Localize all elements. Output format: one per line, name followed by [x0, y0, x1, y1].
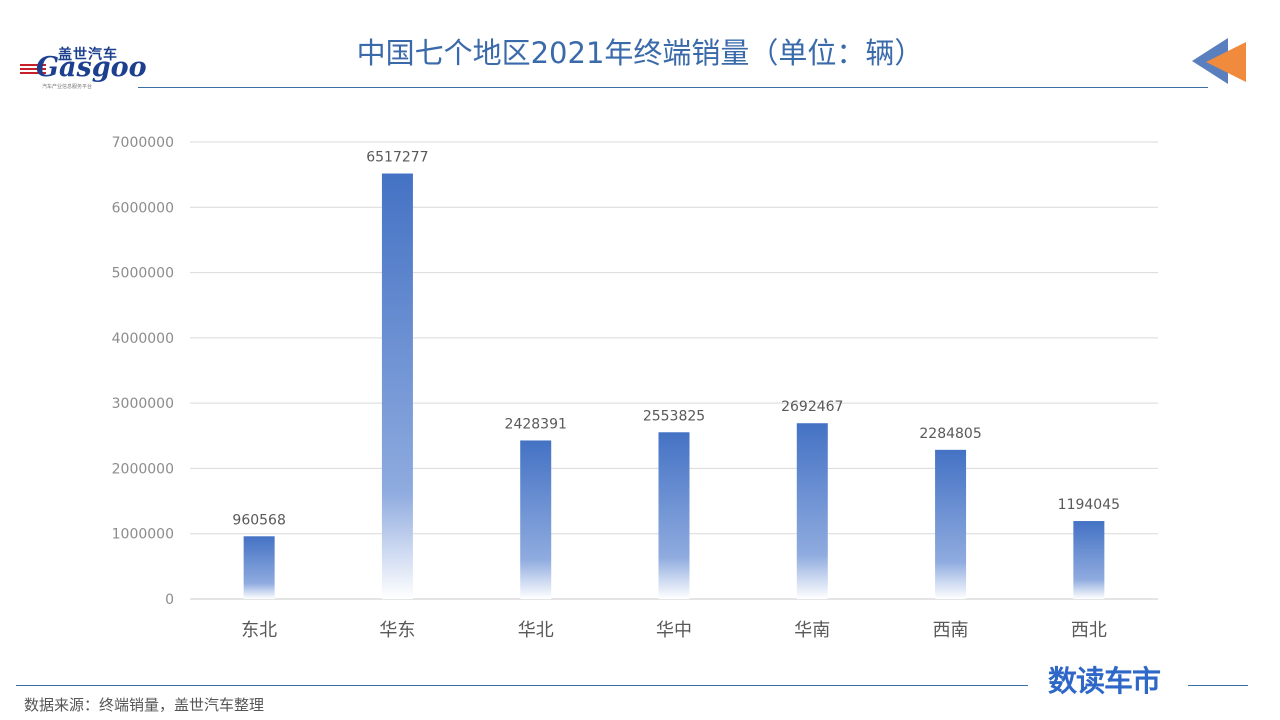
logo-subtitle: 汽车产业信息服务平台	[42, 84, 93, 90]
bar-西南	[935, 449, 967, 599]
corner-arrow-icon	[1192, 38, 1246, 84]
x-tick-label: 华中	[656, 620, 692, 641]
data-labels: 960568 6517277 2428391 2553825 2692467 228480…	[232, 150, 1120, 529]
y-tick-label: 1000000	[112, 527, 174, 543]
data-label: 6517277	[366, 150, 428, 166]
data-label: 2284805	[919, 426, 981, 442]
data-label: 2692467	[781, 399, 843, 415]
y-axis-ticks: 0 1000000 2000000 3000000 4000000 5000000 6000…	[112, 135, 174, 608]
footer-divider-left	[16, 685, 1028, 686]
bar-华中	[658, 432, 690, 599]
brand-logo-text: 数读车市	[1048, 664, 1161, 698]
bar-华北	[520, 440, 552, 599]
bar-西北	[1073, 521, 1105, 599]
x-tick-label: 西南	[933, 620, 969, 641]
x-tick-label: 西北	[1071, 620, 1107, 641]
y-tick-label: 6000000	[112, 200, 174, 216]
x-tick-label: 华北	[518, 620, 554, 641]
footer-divider-right	[1188, 685, 1248, 686]
data-label: 2553825	[643, 408, 705, 424]
y-tick-label: 2000000	[112, 461, 174, 477]
y-tick-label: 0	[165, 592, 174, 608]
y-tick-label: 7000000	[112, 135, 174, 151]
x-tick-label: 华南	[794, 620, 830, 641]
gasgoo-logo: 盖世汽车 Gasgoo 汽车产业信息服务平台	[18, 42, 147, 92]
bar-华南	[796, 423, 828, 599]
logo-english-name: Gasgoo	[36, 52, 147, 83]
x-tick-label: 华东	[379, 620, 415, 641]
logo-chinese-name: 盖世汽车	[58, 47, 118, 63]
page-title: 中国七个地区2021年终端销量（单位：辆）	[356, 36, 924, 70]
y-tick-label: 3000000	[112, 396, 174, 412]
bars	[243, 173, 1105, 599]
data-source-note: 数据来源：终端销量，盖世汽车整理	[24, 696, 265, 714]
bar-华东	[381, 173, 413, 599]
bar-东北	[243, 536, 275, 599]
title-divider	[138, 87, 1208, 88]
data-label: 2428391	[505, 416, 567, 432]
data-label: 1194045	[1058, 497, 1120, 513]
x-axis-ticks: 东北 华东 华北 华中 华南 西南 西北	[241, 620, 1107, 641]
data-label: 960568	[232, 512, 285, 528]
y-tick-label: 5000000	[112, 266, 174, 282]
x-tick-label: 东北	[241, 620, 277, 641]
y-tick-label: 4000000	[112, 331, 174, 347]
logo-stripes	[20, 64, 46, 76]
